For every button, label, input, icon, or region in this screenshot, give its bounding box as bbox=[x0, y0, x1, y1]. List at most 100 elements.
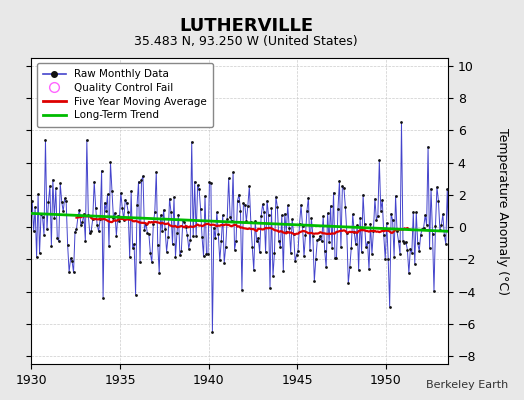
Point bbox=[402, 238, 410, 245]
Point bbox=[391, 193, 400, 199]
Point bbox=[251, 218, 259, 224]
Point bbox=[227, 218, 236, 224]
Point bbox=[239, 200, 248, 207]
Point bbox=[38, 214, 47, 220]
Point bbox=[54, 238, 63, 244]
Point bbox=[427, 186, 435, 192]
Point bbox=[369, 228, 378, 234]
Point bbox=[59, 208, 68, 214]
Point bbox=[406, 246, 414, 252]
Point bbox=[253, 238, 261, 245]
Point bbox=[331, 255, 339, 262]
Point bbox=[117, 190, 125, 196]
Point bbox=[384, 256, 392, 262]
Point bbox=[387, 210, 395, 217]
Point bbox=[148, 259, 156, 265]
Point bbox=[321, 248, 329, 254]
Point bbox=[217, 238, 225, 244]
Point bbox=[213, 209, 221, 216]
Point bbox=[396, 251, 404, 257]
Point bbox=[34, 191, 42, 198]
Point bbox=[204, 251, 212, 257]
Point bbox=[383, 220, 391, 226]
Point bbox=[36, 250, 44, 256]
Point bbox=[244, 202, 252, 209]
Point bbox=[257, 213, 265, 220]
Text: Berkeley Earth: Berkeley Earth bbox=[426, 380, 508, 390]
Point bbox=[419, 224, 428, 231]
Text: LUTHERVILLE: LUTHERVILLE bbox=[179, 17, 313, 35]
Point bbox=[146, 250, 155, 256]
Point bbox=[132, 292, 140, 298]
Point bbox=[199, 253, 208, 260]
Point bbox=[233, 197, 242, 204]
Point bbox=[89, 216, 97, 222]
Point bbox=[405, 270, 413, 276]
Point bbox=[267, 205, 276, 212]
Point bbox=[32, 254, 41, 261]
Point bbox=[173, 230, 181, 237]
Point bbox=[334, 206, 342, 212]
Point bbox=[180, 219, 189, 225]
Point bbox=[242, 218, 250, 225]
Point bbox=[266, 284, 274, 291]
Point bbox=[366, 220, 375, 227]
Point bbox=[193, 182, 202, 188]
Point bbox=[208, 328, 216, 335]
Point bbox=[313, 237, 322, 244]
Point bbox=[195, 186, 203, 192]
Point bbox=[411, 261, 419, 267]
Point bbox=[403, 247, 411, 253]
Point bbox=[444, 238, 453, 245]
Point bbox=[372, 216, 380, 223]
Point bbox=[254, 234, 263, 241]
Point bbox=[449, 249, 457, 255]
Point bbox=[37, 210, 45, 217]
Point bbox=[210, 224, 218, 231]
Point bbox=[447, 269, 456, 275]
Point bbox=[356, 214, 364, 221]
Point bbox=[28, 198, 36, 204]
Point bbox=[72, 226, 81, 232]
Point bbox=[140, 227, 149, 233]
Point bbox=[340, 184, 348, 191]
Point bbox=[102, 208, 110, 214]
Point bbox=[205, 179, 214, 185]
Point bbox=[422, 222, 431, 228]
Point bbox=[395, 238, 403, 245]
Point bbox=[235, 191, 243, 198]
Point bbox=[428, 230, 436, 237]
Point bbox=[275, 238, 283, 244]
Legend: Raw Monthly Data, Quality Control Fail, Five Year Moving Average, Long-Term Tren: Raw Monthly Data, Quality Control Fail, … bbox=[37, 63, 213, 127]
Point bbox=[437, 222, 445, 228]
Point bbox=[161, 226, 169, 233]
Point bbox=[357, 249, 366, 256]
Point bbox=[344, 280, 353, 286]
Point bbox=[177, 248, 185, 254]
Point bbox=[325, 239, 333, 245]
Point bbox=[136, 258, 144, 265]
Point bbox=[222, 244, 230, 250]
Point bbox=[214, 231, 223, 237]
Point bbox=[69, 269, 78, 276]
Point bbox=[121, 197, 129, 203]
Point bbox=[167, 209, 175, 216]
Point bbox=[291, 258, 299, 264]
Point bbox=[348, 211, 357, 218]
Point bbox=[112, 232, 121, 239]
Point bbox=[223, 216, 232, 222]
Point bbox=[400, 239, 409, 246]
Point bbox=[346, 264, 354, 271]
Point bbox=[75, 207, 84, 213]
Point bbox=[43, 226, 51, 233]
Point bbox=[361, 221, 369, 227]
Point bbox=[219, 212, 227, 218]
Point bbox=[424, 143, 432, 150]
Point bbox=[326, 203, 335, 209]
Point bbox=[272, 194, 280, 200]
Point bbox=[67, 255, 75, 262]
Point bbox=[93, 222, 101, 228]
Point bbox=[179, 216, 187, 223]
Point bbox=[359, 192, 367, 198]
Point bbox=[298, 222, 307, 229]
